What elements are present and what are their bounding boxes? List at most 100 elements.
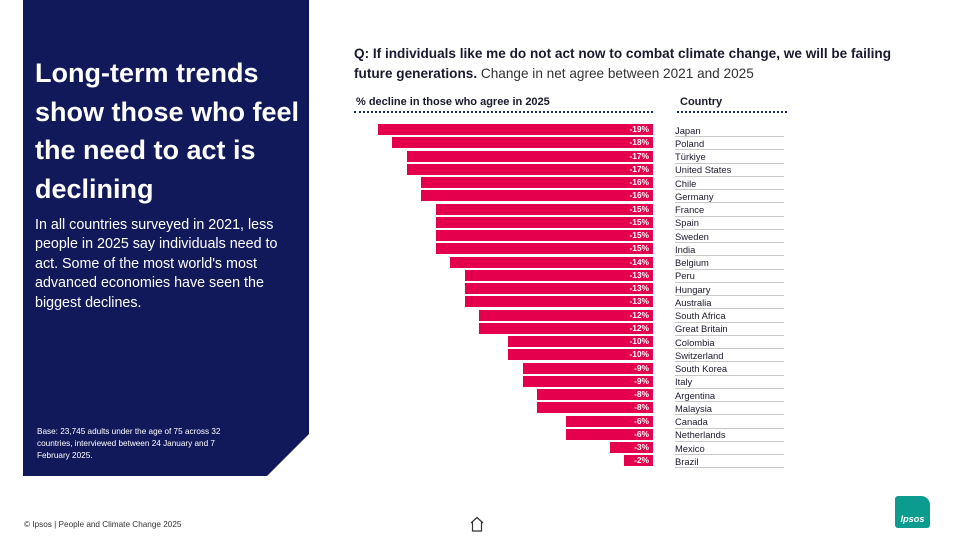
bar-t-rkiye	[406, 150, 653, 162]
country-label: Belgium	[675, 257, 709, 268]
question-subtitle: Change in net agree between 2021 and 202…	[480, 65, 754, 81]
country-row-divider	[675, 427, 784, 429]
country-column-header: Country	[680, 96, 723, 108]
country-label: South Africa	[675, 310, 726, 321]
bar-data-label: -2%	[634, 455, 649, 466]
country-label: Poland	[675, 137, 705, 149]
country-row-divider	[675, 295, 784, 296]
bar-spain	[435, 216, 653, 228]
left-panel: Long-term trends show those who feel the…	[23, 0, 309, 476]
bar-data-label: -15%	[629, 216, 649, 227]
country-row-divider	[675, 348, 784, 349]
country-label: Spain	[675, 217, 699, 229]
country-label: Malaysia	[675, 402, 712, 414]
bar-malaysia	[537, 402, 653, 414]
bar-canada	[566, 415, 653, 427]
country-label: Netherlands	[675, 429, 726, 441]
country-label: Peru	[675, 270, 695, 282]
bar-data-label: -9%	[634, 375, 649, 386]
country-label: India	[675, 243, 696, 255]
bar-data-label: -9%	[634, 362, 649, 373]
bar-data-label: -18%	[629, 137, 649, 148]
bar-argentina	[537, 389, 653, 400]
bar-data-label: -17%	[629, 163, 649, 174]
bar-united-states	[406, 163, 653, 175]
bar-data-label: -15%	[629, 230, 649, 240]
country-label: Chile	[675, 177, 697, 189]
bar-data-label: -8%	[634, 389, 649, 399]
bar-data-label: -19%	[629, 124, 649, 134]
country-label: United States	[675, 164, 732, 176]
bar-data-label: -8%	[634, 402, 649, 413]
bar-data-label: -10%	[629, 349, 649, 360]
bar-data-label: -17%	[629, 150, 649, 161]
country-row-divider	[675, 228, 784, 230]
country-row-divider	[675, 162, 784, 164]
country-label: Mexico	[675, 442, 705, 454]
ipsos-logo: Ipsos	[895, 496, 930, 528]
country-row-divider	[675, 414, 784, 416]
bar-data-label: -16%	[629, 190, 649, 201]
bar-data-label: -13%	[629, 296, 649, 307]
country-row-divider	[675, 401, 784, 402]
country-label: Argentina	[675, 389, 716, 401]
country-label: Australia	[675, 296, 712, 308]
bar-data-label: -6%	[634, 415, 649, 426]
country-row-divider	[675, 189, 784, 190]
bar-italy	[522, 375, 653, 387]
bar-data-label: -13%	[629, 283, 649, 293]
bar-data-label: -13%	[629, 269, 649, 280]
bar-peru	[464, 269, 653, 281]
country-row-divider	[675, 255, 784, 257]
country-label: Italy	[675, 376, 693, 388]
bar-data-label: -6%	[634, 428, 649, 439]
bar-data-label: -14%	[629, 256, 649, 267]
bar-germany	[421, 190, 653, 202]
country-row-divider	[675, 268, 784, 270]
country-row-divider	[675, 374, 784, 376]
country-row-divider	[675, 242, 784, 243]
country-label: France	[675, 204, 705, 215]
country-row-divider	[675, 440, 784, 442]
country-row-divider	[675, 175, 784, 177]
country-label: Sweden	[675, 230, 709, 242]
country-label: Germany	[675, 190, 714, 202]
bar-great-britain	[479, 322, 653, 334]
country-label: Japan	[675, 124, 701, 136]
bar-data-label: -3%	[634, 442, 649, 452]
country-row-divider	[675, 334, 784, 336]
bar-netherlands	[566, 428, 653, 440]
country-row-divider	[675, 149, 784, 151]
bar-data-label: -15%	[629, 243, 649, 254]
home-icon[interactable]	[470, 516, 484, 532]
bar-belgium	[450, 256, 653, 268]
bar-south-africa	[479, 309, 653, 321]
bar-brazil	[624, 455, 653, 467]
country-label: Colombia	[675, 336, 715, 348]
headline: Long-term trends show those who feel the…	[35, 58, 300, 204]
bar-data-label: -12%	[629, 322, 649, 333]
bar-poland	[392, 137, 653, 149]
country-label: South Korea	[675, 363, 728, 374]
bar-australia	[464, 296, 653, 308]
bar-data-label: -16%	[629, 177, 649, 187]
country-label: Hungary	[675, 283, 711, 295]
footer-copyright: © Ipsos | People and Climate Change 2025	[24, 520, 182, 529]
bar-south-korea	[522, 362, 653, 374]
intro-text: In all countries surveyed in 2021, less …	[35, 217, 278, 311]
country-row-divider	[675, 454, 784, 455]
decline-column-header: % decline in those who agree in 2025	[356, 96, 550, 108]
country-label: Brazil	[675, 455, 699, 467]
country-row-divider	[675, 361, 784, 363]
bar-chile	[421, 177, 653, 188]
bar-data-label: -12%	[629, 309, 649, 320]
country-row-divider	[675, 308, 784, 310]
bar-mexico	[609, 442, 653, 453]
bar-japan	[377, 124, 653, 135]
country-row-divider	[675, 467, 784, 469]
bar-data-label: -10%	[629, 336, 649, 346]
country-row-divider	[675, 387, 784, 389]
country-row-divider	[675, 321, 784, 323]
country-label: Great Britain	[675, 323, 728, 335]
